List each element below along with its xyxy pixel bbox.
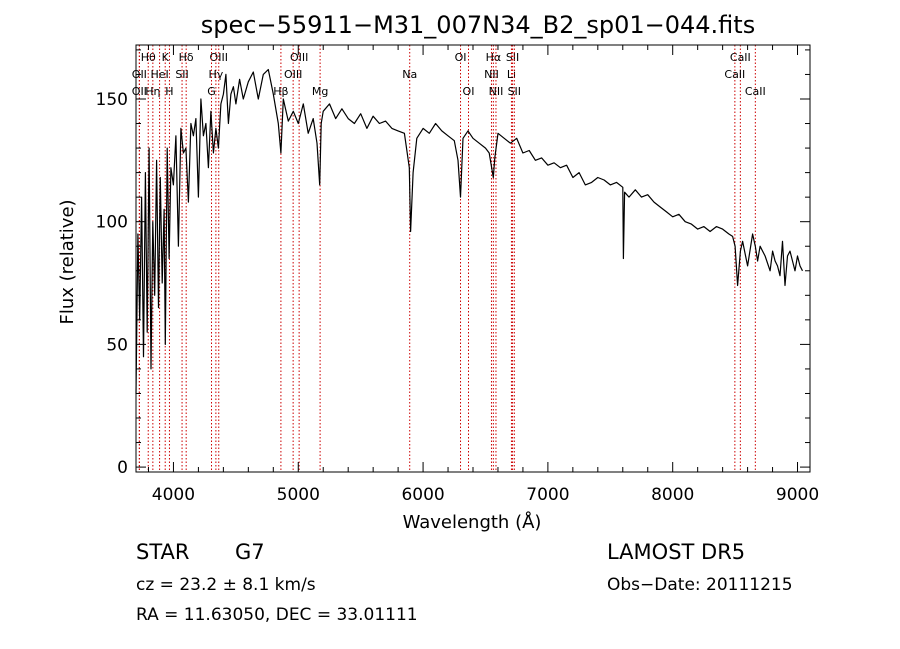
line-marker-label: Hδ	[179, 51, 194, 64]
line-marker-label: Hα	[486, 51, 502, 64]
line-marker-label: OIII	[210, 51, 228, 64]
x-axis-label: Wavelength (Å)	[403, 511, 542, 533]
line-marker-label: CaII	[730, 51, 751, 64]
line-marker-label: G	[207, 85, 216, 98]
line-marker-label: CaII	[724, 68, 745, 81]
line-marker-label: NII	[484, 68, 499, 81]
line-marker-label: OI	[463, 85, 475, 98]
line-marker-label: Hβ	[273, 85, 288, 98]
plot-frame	[135, 44, 811, 473]
line-marker-label: OIII	[284, 68, 302, 81]
line-marker-label: SII	[506, 51, 519, 64]
y-axis: 0 50 100 150	[96, 49, 810, 478]
line-marker-label: H	[165, 85, 173, 98]
y-tick-label: 100	[96, 213, 128, 233]
y-tick-label: 50	[106, 335, 128, 355]
spectrum-series	[135, 68, 804, 394]
survey-name: LAMOST DR5	[607, 540, 745, 564]
x-tick-label: 4000	[152, 485, 195, 505]
x-axis: 4000 5000 6000 7000 8000 9000	[147, 45, 819, 505]
x-tick-label: 5000	[277, 485, 320, 505]
line-marker-label: CaII	[745, 85, 766, 98]
y-tick-label: 150	[96, 90, 128, 110]
line-marker-label: Li	[507, 68, 516, 81]
line-marker-label: Hη	[145, 85, 160, 98]
line-marker-label: NII	[489, 85, 504, 98]
star-subclass: G7	[235, 540, 265, 564]
line-marker-label: K	[162, 51, 170, 64]
obs-date: Obs−Date: 20111215	[607, 575, 793, 595]
coordinates: RA = 11.63050, DEC = 33.01111	[136, 605, 418, 625]
x-tick-label: 6000	[401, 485, 444, 505]
y-tick-label: 0	[117, 458, 128, 478]
line-marker-label: Hγ	[208, 68, 223, 81]
redshift-cz: cz = 23.2 ± 8.1 km/s	[136, 575, 316, 595]
spectrum-line	[135, 68, 804, 394]
line-marker-label: Na	[402, 68, 417, 81]
line-marker-label: Hθ	[141, 51, 156, 64]
line-marker-label: OIII	[290, 51, 308, 64]
line-marker-label: SII	[175, 68, 188, 81]
chart-title: spec−55911−M31_007N34_B2_sp01−044.fits	[201, 11, 755, 39]
x-tick-label: 9000	[776, 485, 819, 505]
x-tick-label: 7000	[526, 485, 569, 505]
y-axis-label: Flux (relative)	[57, 199, 78, 324]
line-marker-label: HeI	[150, 68, 168, 81]
star-class: STAR	[136, 540, 189, 564]
line-marker-label: OI	[455, 51, 467, 64]
line-marker-label: SII	[508, 85, 521, 98]
x-tick-label: 8000	[651, 485, 694, 505]
line-marker-label: Mg	[312, 85, 328, 98]
